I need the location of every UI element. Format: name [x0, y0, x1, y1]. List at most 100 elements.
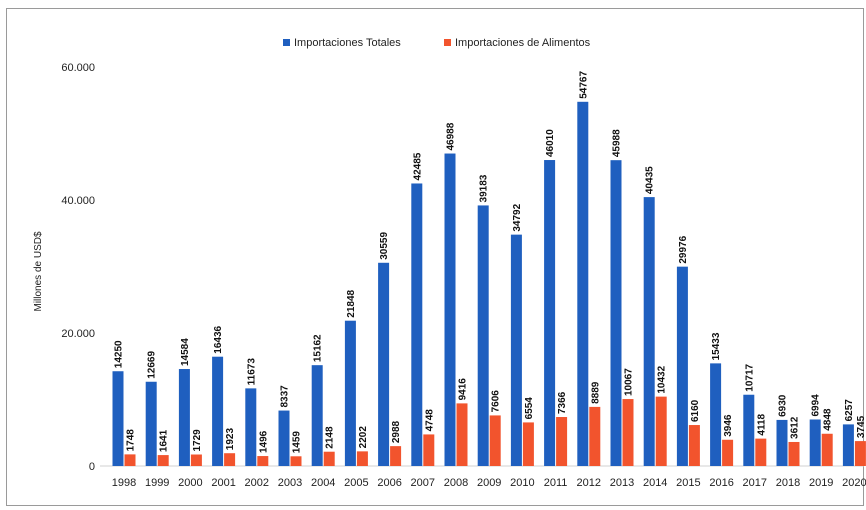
data-label-alimentos: 1496: [258, 430, 269, 453]
bar-totales: [710, 363, 722, 466]
y-tick-label: 40.000: [61, 195, 95, 207]
bar-totales: [676, 266, 688, 466]
x-tick-label: 2017: [743, 477, 767, 489]
data-label-alimentos: 6160: [690, 399, 701, 422]
bar-alimentos: [788, 441, 800, 466]
data-label-alimentos: 1459: [292, 431, 303, 454]
data-label-totales: 16436: [213, 325, 224, 353]
legend-label-1: Importaciones de Alimentos: [455, 37, 591, 49]
data-label-alimentos: 8889: [590, 381, 601, 404]
x-tick-label: 2002: [245, 477, 269, 489]
data-label-totales: 10717: [744, 363, 755, 391]
bar-totales: [411, 183, 423, 467]
bar-alimentos: [157, 455, 169, 466]
data-label-totales: 42485: [412, 152, 423, 180]
bar-totales: [378, 262, 390, 466]
bar-totales: [178, 369, 190, 466]
data-label-totales: 54767: [578, 71, 589, 99]
bar-alimentos: [755, 438, 767, 466]
bar-totales: [776, 419, 788, 466]
bar-totales: [278, 410, 290, 466]
bar-alimentos: [489, 415, 501, 466]
bar-totales: [311, 365, 323, 466]
data-label-alimentos: 4118: [756, 413, 767, 435]
data-label-totales: 12669: [147, 351, 158, 379]
bar-totales: [245, 388, 257, 466]
data-label-totales: 6257: [844, 399, 855, 422]
data-label-alimentos: 7606: [491, 390, 502, 413]
data-label-alimentos: 1748: [126, 429, 137, 452]
data-label-totales: 46010: [545, 129, 556, 157]
data-label-alimentos: 4748: [424, 409, 435, 432]
data-label-alimentos: 2202: [358, 426, 369, 449]
data-label-alimentos: 1729: [192, 429, 203, 452]
legend-swatch-0: [283, 39, 290, 46]
data-label-totales: 6994: [811, 394, 822, 417]
data-label-alimentos: 3946: [723, 414, 734, 437]
bar-totales: [510, 234, 522, 466]
bar-totales: [145, 381, 157, 466]
bar-totales: [643, 197, 655, 467]
x-tick-label: 2019: [809, 477, 833, 489]
data-label-totales: 6930: [778, 394, 789, 417]
data-label-alimentos: 6554: [524, 397, 535, 420]
x-tick-label: 2013: [610, 477, 634, 489]
data-label-totales: 15162: [313, 334, 324, 362]
bar-alimentos: [257, 456, 269, 466]
x-tick-label: 2018: [776, 477, 800, 489]
bar-alimentos: [522, 422, 534, 466]
bar-totales: [112, 371, 124, 466]
x-tick-label: 2020: [842, 477, 866, 489]
legend-swatch-1: [444, 39, 451, 46]
x-tick-label: 2004: [311, 477, 335, 489]
data-label-totales: 21848: [346, 289, 357, 317]
bar-totales: [610, 160, 622, 466]
x-tick-label: 2014: [643, 477, 667, 489]
bar-totales: [444, 153, 456, 467]
bar-alimentos: [423, 434, 435, 466]
x-tick-label: 2009: [477, 477, 501, 489]
data-label-totales: 39183: [479, 174, 490, 202]
data-label-alimentos: 3745: [856, 415, 866, 438]
data-label-totales: 29976: [678, 235, 689, 263]
data-label-alimentos: 1641: [159, 429, 170, 452]
x-tick-label: 2005: [344, 477, 368, 489]
data-label-totales: 14584: [180, 338, 191, 366]
data-label-totales: 45988: [612, 129, 623, 157]
bar-alimentos: [589, 406, 601, 466]
data-label-totales: 14250: [114, 340, 125, 368]
bar-alimentos: [323, 451, 335, 466]
data-label-totales: 40435: [645, 166, 656, 194]
bar-totales: [477, 205, 489, 466]
y-axis-label: Millones de USD$: [33, 231, 44, 311]
legend-label-0: Importaciones Totales: [294, 37, 401, 49]
y-tick-label: 20.000: [61, 328, 95, 340]
data-label-alimentos: 4848: [823, 408, 834, 431]
data-label-alimentos: 2988: [391, 420, 402, 443]
x-tick-label: 2001: [211, 477, 235, 489]
y-tick-label: 60.000: [61, 62, 95, 74]
bar-alimentos: [556, 417, 568, 466]
bar-alimentos: [290, 456, 302, 466]
data-label-alimentos: 10067: [624, 368, 635, 396]
x-tick-label: 2016: [709, 477, 733, 489]
data-label-alimentos: 10432: [657, 365, 668, 393]
bar-alimentos: [190, 454, 202, 466]
x-tick-label: 2006: [377, 477, 401, 489]
data-label-totales: 11673: [246, 358, 257, 386]
y-tick-label: 0: [89, 461, 95, 473]
data-label-totales: 8337: [280, 385, 291, 408]
x-tick-label: 2010: [510, 477, 534, 489]
x-tick-label: 1998: [112, 477, 136, 489]
bar-totales: [842, 424, 854, 466]
x-tick-label: 1999: [145, 477, 169, 489]
x-tick-label: 2003: [278, 477, 302, 489]
bar-alimentos: [456, 403, 468, 466]
data-label-totales: 15433: [711, 332, 722, 360]
bar-alimentos: [821, 433, 833, 466]
bar-alimentos: [224, 453, 236, 466]
chart-frame: [6, 8, 864, 506]
bar-totales: [344, 320, 356, 466]
data-label-alimentos: 1923: [225, 428, 236, 451]
